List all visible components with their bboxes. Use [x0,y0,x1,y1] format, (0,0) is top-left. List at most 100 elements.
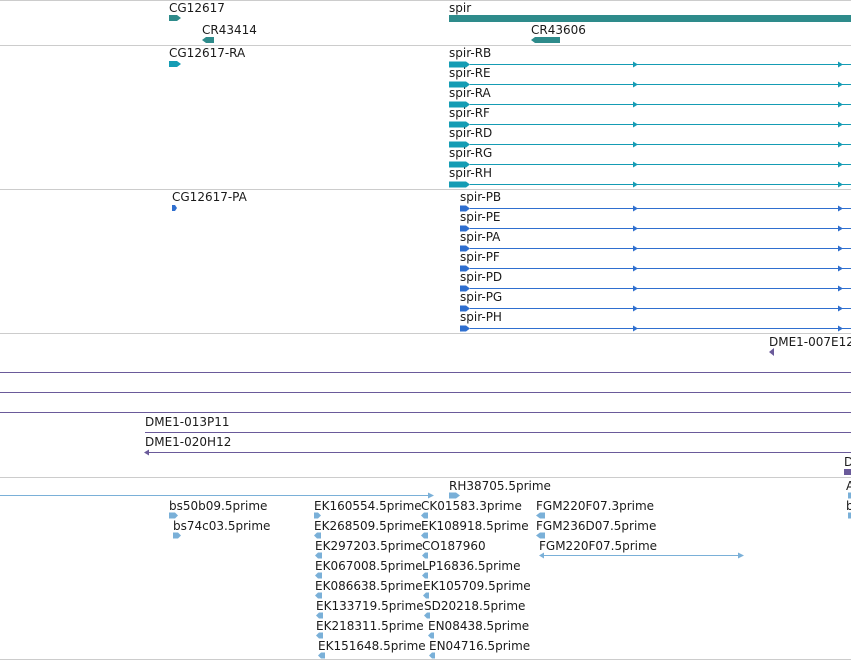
est-label: A [846,479,851,493]
protein-spir-row[interactable]: spir-PE [460,210,851,232]
clone-track: DME1-007E12 DME1-013P11 DME1-020H12 D [0,335,851,475]
clone-label: D [844,455,851,469]
est-co187960[interactable]: CO187960 [422,539,486,559]
protein-label: spir-PA [460,230,501,244]
transcript-label: spir-RD [449,126,492,140]
gene-feature-cr43606[interactable]: CR43606 [531,23,586,43]
transcript-exon [449,61,466,68]
est-glyph [422,572,428,579]
transcript-spir-row[interactable]: spir-RD [449,126,851,148]
protein-glyph [460,225,470,232]
est-ek160554[interactable]: EK160554.5prime [314,499,422,519]
est-label: EK105709.5prime [423,579,531,593]
est-bs74c03[interactable]: bs74c03.5prime [173,519,270,539]
protein-spir-row[interactable]: spir-PB [460,190,851,212]
protein-spir-row[interactable]: spir-PG [460,290,851,312]
est-label: EK297203.5prime [315,539,423,553]
strand-arrow [633,265,638,272]
strand-arrow [633,325,638,332]
est-en04716[interactable]: EN04716.5prime [429,639,530,659]
est-partial-b[interactable]: b [846,499,851,519]
est-bs50b09[interactable]: bs50b09.5prime [169,499,267,519]
gene-glyph [449,15,851,22]
gene-feature-cg12617[interactable]: CG12617 [169,1,225,21]
clone-dme1-007e12[interactable]: DME1-007E12 [769,335,851,356]
est-track: RH38705.5prime A bs50b09.5prime b bs74c0… [0,479,851,659]
est-lp16836[interactable]: LP16836.5prime [422,559,521,579]
est-glyph [848,492,851,499]
protein-cg12617-pa[interactable]: CG12617-PA [172,190,248,211]
strand-arrow [838,205,843,212]
protein-spir-row[interactable]: spir-PA [460,230,851,252]
est-ek297203[interactable]: EK297203.5prime [315,539,423,559]
clone-dme1-020h12[interactable]: DME1-020H12 [144,435,851,456]
strand-arrow [838,181,843,188]
est-glyph [422,552,428,559]
clone-glyph [769,348,774,356]
est-rh38705[interactable]: RH38705.5prime [449,479,551,499]
est-glyph [428,632,434,639]
protein-label: spir-PG [460,290,502,304]
transcript-exon [449,101,466,108]
est-partial-a[interactable]: A [846,479,851,499]
est-fgm220f07-3prime[interactable]: FGM220F07.3prime [536,499,654,519]
est-label: bs50b09.5prime [169,499,267,513]
est-label: RH38705.5prime [449,479,551,493]
strand-arrow [838,325,843,332]
protein-label: spir-PD [460,270,502,284]
transcript-spir-row[interactable]: spir-RG [449,146,851,168]
est-sd20218[interactable]: SD20218.5prime [424,599,525,619]
est-fgm236d07[interactable]: FGM236D07.5prime [536,519,656,539]
spir-transcripts: spir-RB spir-RE spir-RA spir-RF spir-RD spir-… [449,46,851,188]
protein-glyph [460,205,470,212]
est-ek105709[interactable]: EK105709.5prime [423,579,531,599]
transcript-spir-row[interactable]: spir-RF [449,106,851,128]
clone-glyph [844,469,851,475]
protein-spir-row[interactable]: spir-PH [460,310,851,332]
gene-feature-cr43414[interactable]: CR43414 [202,23,257,43]
transcript-label: spir-RA [449,86,492,100]
est-glyph [536,532,545,539]
strand-arrow [838,121,843,128]
protein-label: spir-PH [460,310,502,324]
est-label: EK151648.5prime [318,639,426,653]
strand-arrow [633,141,638,148]
est-fgm220f07-5prime[interactable]: FGM220F07.5prime [539,539,744,559]
gene-glyph [202,37,214,43]
est-glyph [424,612,430,619]
gene-label: CG12617 [169,1,225,15]
est-ek133719[interactable]: EK133719.5prime [316,599,424,619]
est-label: CK01583.3prime [421,499,522,513]
transcript-spir-row[interactable]: spir-RA [449,86,851,108]
est-en08438[interactable]: EN08438.5prime [428,619,529,639]
est-glyph [169,512,178,519]
est-ek218311[interactable]: EK218311.5prime [316,619,424,639]
transcript-exon [449,141,466,148]
clone-dme1-013p11[interactable]: DME1-013P11 [145,415,851,433]
gene-feature-spir[interactable]: spir [449,1,851,22]
est-ek086638[interactable]: EK086638.5prime [315,579,423,599]
protein-spir-row[interactable]: spir-PF [460,250,851,272]
strand-arrow [838,141,843,148]
est-ek268509[interactable]: EK268509.5prime [314,519,422,539]
transcript-spir-row[interactable]: spir-RB [449,46,851,68]
est-arrow [738,552,744,559]
strand-arrow [838,285,843,292]
est-ck01583[interactable]: CK01583.3prime [421,499,522,519]
transcript-spir-row[interactable]: spir-RH [449,166,851,188]
clone-partial-d[interactable]: D [844,455,851,475]
transcript-cg12617-ra[interactable]: CG12617-RA [169,46,246,67]
strand-arrow [633,285,638,292]
est-ek108918[interactable]: EK108918.5prime [421,519,529,539]
est-label: EN04716.5prime [429,639,530,653]
transcript-exon-tip [466,141,470,148]
est-ek067008[interactable]: EK067008.5prime [315,559,423,579]
transcript-spir-row[interactable]: spir-RE [449,66,851,88]
gene-track: CG12617 CR43414 spir CR43606 [169,1,851,43]
protein-spir-row[interactable]: spir-PD [460,270,851,292]
est-glyph [316,612,323,619]
est-ek151648[interactable]: EK151648.5prime [318,639,426,659]
est-glyph [536,512,545,519]
protein-glyph [460,325,470,332]
